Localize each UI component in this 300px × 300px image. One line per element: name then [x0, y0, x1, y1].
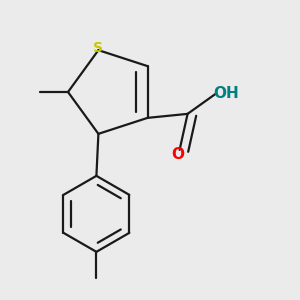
Text: O: O [171, 147, 184, 162]
Text: OH: OH [214, 85, 239, 100]
Text: S: S [93, 41, 103, 55]
